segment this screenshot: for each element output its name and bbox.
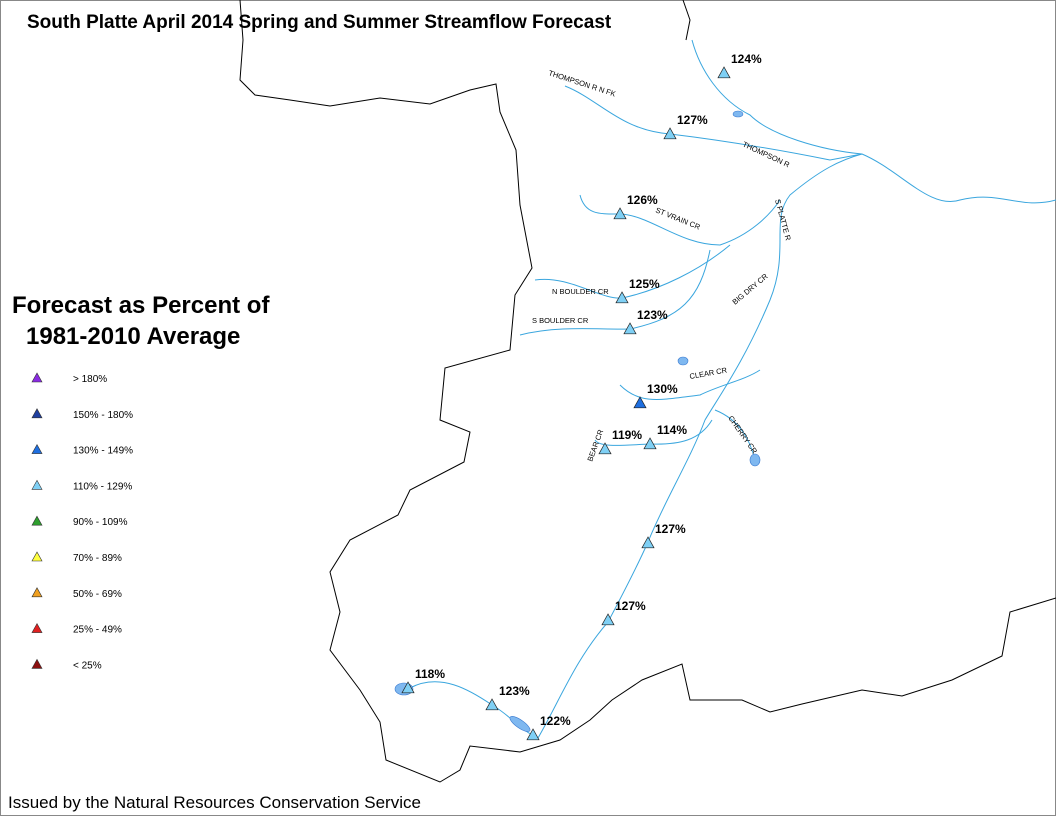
title: South Platte April 2014 Spring and Summe… [27, 12, 612, 33]
station-label: 114% [657, 423, 687, 437]
legend-label: 50% - 69% [73, 589, 122, 600]
legend-label: 25% - 49% [73, 625, 122, 636]
station-label: 123% [499, 684, 530, 698]
legend-symbol [31, 408, 43, 419]
station-label: 119% [612, 428, 642, 442]
station-label: 126% [627, 193, 658, 207]
lake [732, 110, 744, 118]
river [691, 39, 863, 155]
station-label: 124% [731, 52, 762, 66]
station [717, 66, 731, 79]
footer: Issued by the Natural Resources Conserva… [8, 793, 421, 812]
legend-title: 1981-2010 Average [26, 323, 240, 350]
lake [749, 453, 761, 467]
river-label: S BOULDER CR [532, 316, 589, 325]
boundary-top [682, 0, 691, 41]
legend-label: < 25% [73, 660, 102, 671]
river [619, 369, 761, 400]
legend-label: 90% - 109% [73, 517, 128, 528]
station [663, 127, 677, 140]
river [579, 194, 781, 246]
river [537, 153, 1056, 739]
station [485, 698, 499, 711]
legend-symbol [31, 479, 43, 490]
station-label: 118% [415, 667, 445, 681]
legend-title: Forecast as Percent of [12, 292, 270, 319]
station-label: 123% [637, 308, 668, 322]
station [401, 681, 415, 694]
legend-label: > 180% [73, 374, 107, 385]
river-label: N BOULDER CR [552, 287, 609, 296]
legend-symbol [31, 622, 43, 633]
legend-label: 70% - 89% [73, 553, 122, 564]
station [633, 396, 647, 409]
lake [677, 356, 689, 366]
station [613, 207, 627, 220]
station-label: 130% [647, 382, 678, 396]
legend-label: 130% - 149% [73, 446, 133, 457]
station [615, 291, 629, 304]
legend-symbol [31, 372, 43, 383]
station [641, 536, 655, 549]
legend-symbol [31, 515, 43, 526]
station [526, 728, 540, 741]
station-label: 127% [615, 599, 646, 613]
station-label: 122% [540, 714, 571, 728]
legend-symbol [31, 658, 43, 669]
station-label: 127% [655, 522, 686, 536]
legend-label: 150% - 180% [73, 410, 133, 421]
station [643, 437, 657, 450]
station [598, 442, 612, 455]
station [623, 322, 637, 335]
legend-symbol [31, 443, 43, 454]
station-label: 125% [629, 277, 660, 291]
legend-symbol [31, 587, 43, 598]
station [601, 613, 615, 626]
legend-symbol [31, 551, 43, 562]
lake [509, 716, 531, 732]
station-label: 127% [677, 113, 708, 127]
basin-boundary [239, 0, 1056, 783]
legend-label: 110% - 129% [73, 481, 132, 492]
